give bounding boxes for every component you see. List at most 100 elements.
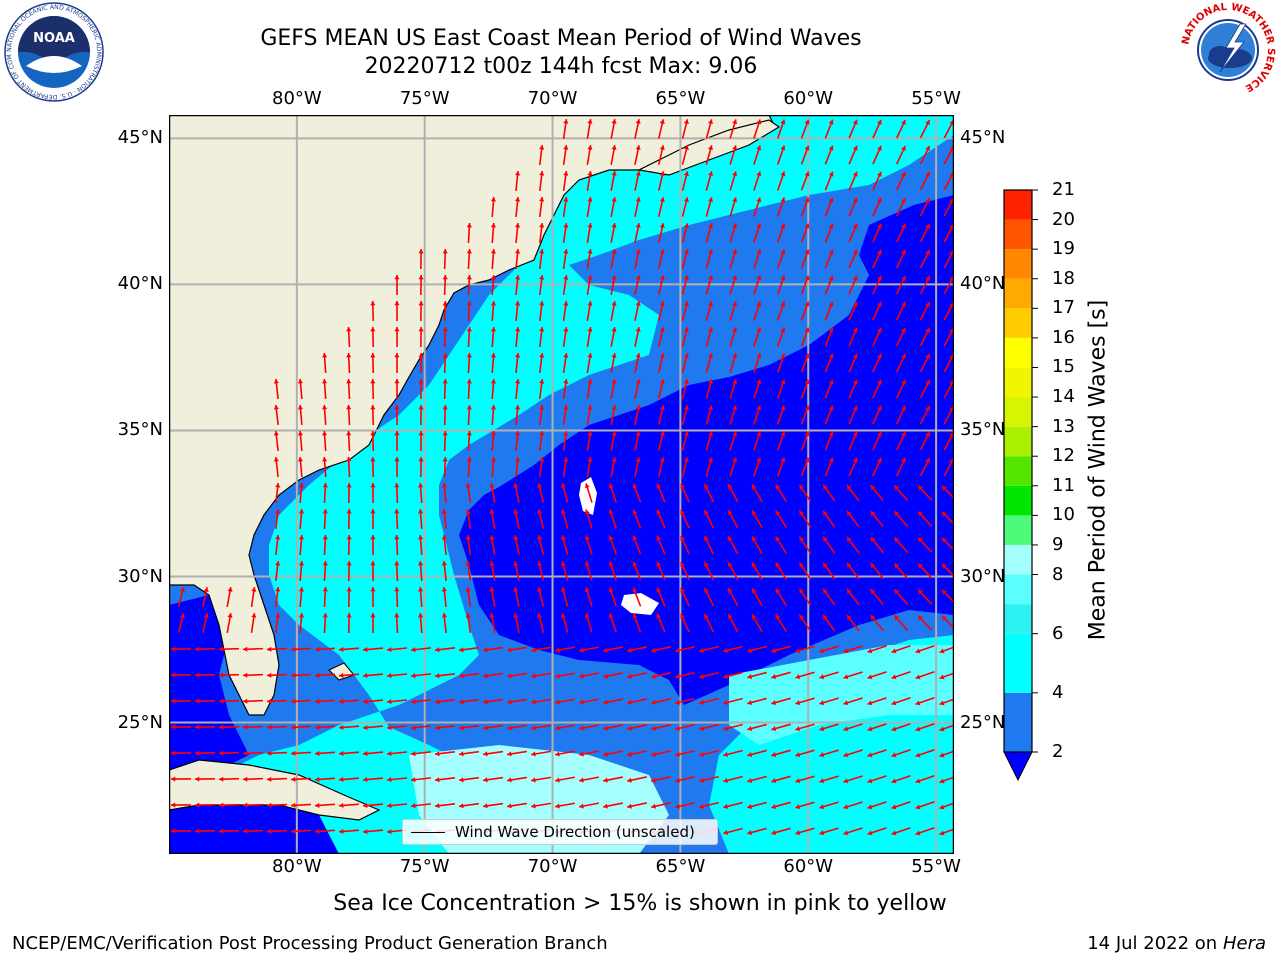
- gridlines: [169, 115, 954, 854]
- wind-arrow: [776, 145, 786, 165]
- wind-arrow: [466, 430, 472, 452]
- wind-arrow: [338, 750, 360, 757]
- colorbar-bin: [1004, 190, 1032, 220]
- colorbar: [1003, 189, 1038, 782]
- wind-arrow: [410, 725, 432, 731]
- wind-arrow: [727, 613, 739, 633]
- wind-arrow: [775, 562, 787, 580]
- colorbar-tick: 20: [1052, 208, 1075, 230]
- wind-arrow: [893, 614, 909, 632]
- wind-arrow: [915, 696, 935, 706]
- wind-arrow: [266, 828, 288, 834]
- wind-arrow: [586, 301, 593, 321]
- wind-arrow: [370, 482, 376, 504]
- wind-arrow: [490, 274, 497, 296]
- colorbar-tick: 13: [1052, 415, 1075, 437]
- wind-arrow: [537, 483, 545, 503]
- wind-arrow: [800, 119, 810, 139]
- wind-arrow: [627, 672, 647, 679]
- wind-arrow: [872, 327, 882, 347]
- wind-arrow: [681, 353, 689, 373]
- wind-arrow: [627, 646, 647, 653]
- wind-arrow: [490, 248, 497, 270]
- colorbar-bin: [1004, 515, 1032, 545]
- wind-arrow: [751, 483, 763, 503]
- wind-arrow: [466, 456, 472, 478]
- wind-arrow: [800, 171, 810, 191]
- wind-arrow: [795, 801, 815, 810]
- wind-arrow: [824, 431, 834, 451]
- footer-credit: NCEP/EMC/Verification Post Processing Pr…: [12, 933, 608, 954]
- wind-arrow: [896, 457, 906, 477]
- wind-arrow: [680, 535, 690, 555]
- wind-arrow: [170, 724, 192, 730]
- wind-arrow: [843, 801, 863, 810]
- wind-arrow: [867, 775, 887, 784]
- wind-arrow: [776, 353, 786, 373]
- wind-arrow: [610, 275, 617, 295]
- wind-arrow: [872, 249, 882, 269]
- wind-arrow: [465, 560, 472, 582]
- wind-arrow: [656, 483, 666, 503]
- colorbar-bin: [1004, 574, 1032, 605]
- wind-arrow: [634, 197, 641, 217]
- wind-arrow: [266, 698, 288, 704]
- wind-arrow: [872, 353, 882, 373]
- wind-arrow: [776, 275, 786, 295]
- wind-arrow: [753, 197, 762, 217]
- wind-arrow: [843, 749, 863, 758]
- colorbar-bin: [1004, 249, 1032, 279]
- wind-arrow: [370, 404, 376, 426]
- wind-arrow: [297, 456, 304, 478]
- wind-arrow: [346, 378, 352, 400]
- wind-arrow: [322, 508, 328, 530]
- wind-arrow: [846, 536, 860, 554]
- wind-arrow: [824, 405, 834, 425]
- wind-arrow: [394, 326, 400, 348]
- wind-arrow: [242, 672, 264, 678]
- wind-arrow: [242, 698, 264, 704]
- wind-arrow: [800, 197, 810, 217]
- wind-arrow: [555, 698, 575, 705]
- wind-arrow: [675, 697, 695, 705]
- wind-arrow: [703, 561, 715, 581]
- wind-arrow: [795, 775, 815, 784]
- wind-arrow: [410, 699, 432, 705]
- lat-tick-right: 30°N: [960, 565, 1006, 587]
- lon-tick-bottom: 80°W: [271, 856, 322, 877]
- lon-tick-top: 75°W: [399, 88, 450, 109]
- wind-arrow: [538, 274, 545, 296]
- wind-arrow: [194, 776, 216, 782]
- wind-arrow: [651, 698, 671, 705]
- wind-arrow: [515, 222, 521, 244]
- wind-arrow: [537, 535, 545, 555]
- wind-arrow: [465, 534, 472, 556]
- wind-arrow: [513, 509, 520, 529]
- svg-text:NOAA: NOAA: [33, 31, 75, 46]
- wind-arrow: [586, 223, 593, 243]
- wind-arrow: [346, 586, 352, 608]
- wind-arrow: [370, 430, 376, 452]
- no-data-patch-a: [579, 477, 597, 515]
- wind-arrow: [298, 534, 305, 556]
- wind-arrow: [394, 508, 400, 530]
- wind-arrow: [266, 646, 288, 652]
- wind-arrow: [275, 534, 281, 556]
- wind-arrow: [891, 645, 911, 654]
- wind-arrow: [555, 802, 575, 809]
- wind-arrow: [870, 510, 884, 528]
- wind-arrow: [362, 776, 384, 783]
- wind-arrow: [603, 776, 623, 783]
- colorbar-tick: 4: [1052, 681, 1064, 703]
- wind-arrow: [771, 645, 791, 654]
- wind-arrow: [586, 275, 593, 295]
- wind-arrow: [747, 723, 767, 731]
- colorbar-tick: 2: [1052, 741, 1064, 762]
- wind-arrow: [822, 510, 836, 528]
- wind-arrow: [843, 723, 863, 732]
- wind-arrow: [681, 431, 689, 451]
- wind-arrow: [632, 613, 642, 633]
- wind-arrow: [915, 644, 935, 654]
- wind-arrow: [651, 724, 671, 731]
- wind-arrow: [562, 326, 569, 348]
